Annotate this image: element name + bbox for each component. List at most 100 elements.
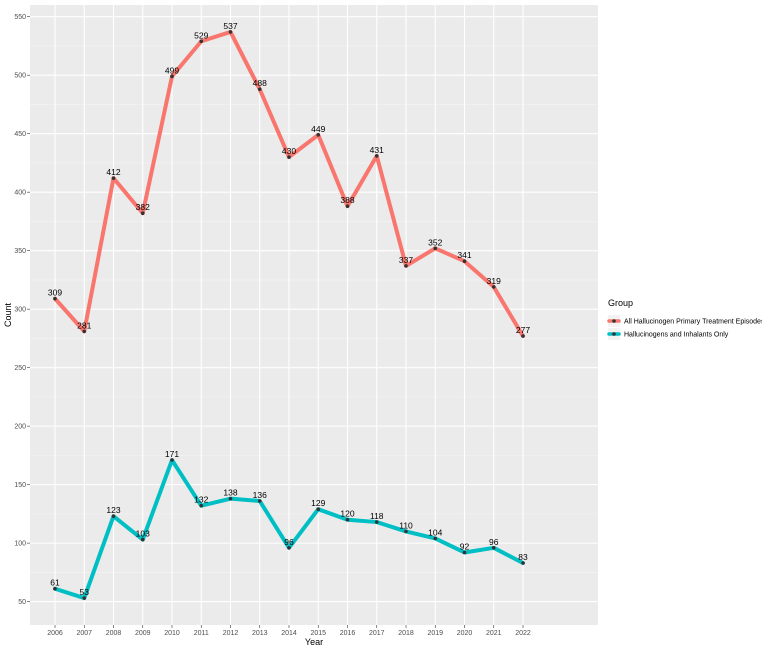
data-point [140, 211, 145, 216]
data-point [287, 545, 291, 550]
data-point [111, 176, 116, 180]
x-tick-label: 2021 [486, 630, 502, 637]
data-label: 537 [223, 21, 237, 31]
data-label: 449 [311, 124, 325, 134]
data-label: 382 [136, 202, 150, 212]
x-tick-label: 2020 [457, 630, 473, 637]
x-tick-label: 2006 [47, 630, 63, 637]
data-point [82, 596, 87, 600]
data-point [257, 499, 262, 503]
data-label: 118 [370, 511, 384, 521]
data-label: 136 [253, 490, 267, 500]
gridlines [30, 5, 598, 625]
x-tick-label: 2014 [281, 630, 297, 637]
y-tick-label: 250 [14, 365, 26, 372]
data-label: 61 [50, 578, 60, 588]
data-point [82, 329, 87, 334]
y-tick-label: 100 [14, 541, 26, 548]
y-tick-label: 300 [14, 307, 26, 314]
data-label: 319 [487, 276, 501, 286]
x-axis-title: Year [305, 637, 323, 647]
legend: Group All Hallucinogen Primary Treatment… [607, 298, 762, 340]
data-point [140, 537, 145, 542]
data-label: 53 [80, 587, 90, 597]
data-label: 96 [489, 537, 499, 547]
data-point [316, 133, 321, 137]
data-label: 120 [340, 509, 354, 519]
y-axis-title: Count [3, 303, 13, 328]
data-label: 171 [165, 449, 179, 459]
data-label: 337 [399, 255, 413, 265]
data-labels: 309 281 412 382 499 529 537 488 430 449 388 431 337 3… [48, 21, 530, 597]
data-label: 309 [48, 288, 62, 298]
data-point [345, 204, 350, 209]
data-point [433, 536, 438, 541]
x-tick-label: 2017 [369, 630, 385, 637]
data-label: 412 [106, 167, 120, 177]
y-tick-label: 150 [14, 482, 26, 489]
y-tick-label: 500 [14, 73, 26, 80]
panel-background [30, 5, 598, 625]
data-point [404, 529, 408, 534]
data-point [53, 296, 57, 301]
data-label: 103 [136, 529, 150, 539]
data-label: 83 [518, 552, 528, 562]
data-points [53, 30, 525, 600]
data-label: 129 [311, 498, 325, 508]
data-label: 341 [457, 250, 471, 260]
data-point [170, 74, 174, 79]
data-point [111, 514, 116, 519]
x-tick-label: 2015 [310, 630, 326, 637]
data-label: 123 [106, 505, 120, 515]
x-tick-label: 2013 [252, 630, 268, 637]
y-tick-label: 550 [14, 14, 26, 21]
data-point [199, 39, 204, 44]
data-label: 352 [428, 237, 442, 247]
data-label: 138 [223, 488, 237, 498]
data-label: 110 [399, 520, 413, 530]
data-point [462, 550, 467, 555]
y-tick-label: 450 [14, 131, 26, 138]
y-tick-label: 200 [14, 424, 26, 431]
legend-key-point [612, 319, 616, 323]
x-tick-label: 2012 [223, 630, 239, 637]
legend-title: Group [608, 298, 633, 308]
data-point [521, 334, 525, 338]
data-point [228, 30, 233, 34]
data-point [404, 264, 408, 268]
x-tick-label: 2011 [194, 630, 209, 637]
data-point [374, 154, 379, 158]
data-label: 488 [253, 78, 267, 88]
x-tick-label: 2008 [106, 630, 122, 637]
data-point [491, 545, 496, 550]
data-label: 431 [370, 145, 384, 155]
data-label: 388 [340, 195, 354, 205]
x-tick-label: 2016 [340, 630, 356, 637]
y-tick-label: 400 [14, 190, 26, 197]
data-point [433, 246, 438, 251]
data-point [345, 517, 350, 522]
x-tick-label: 2009 [135, 630, 151, 637]
data-label: 281 [77, 320, 91, 330]
x-tick-label: 2019 [427, 630, 443, 637]
data-point [374, 520, 379, 524]
legend-label: All Hallucinogen Primary Treatment Episo… [624, 319, 762, 326]
data-label: 132 [194, 495, 208, 505]
data-label: 104 [428, 527, 442, 537]
y-axis-ticks: 50 100 150 200 250 300 350 400 450 500 550 [14, 14, 30, 606]
data-point [521, 561, 525, 565]
x-tick-label: 2018 [398, 630, 414, 637]
data-label: 430 [282, 146, 296, 156]
y-tick-label: 50 [18, 599, 26, 606]
data-label: 529 [194, 30, 208, 40]
x-tick-label: 2022 [515, 630, 531, 637]
data-point [170, 458, 174, 462]
data-point [257, 87, 262, 92]
data-label: 499 [165, 65, 179, 75]
data-point [491, 285, 496, 289]
data-point [316, 507, 321, 511]
data-label: 277 [516, 325, 530, 335]
data-label: 96 [284, 537, 294, 547]
y-tick-label: 350 [14, 248, 26, 255]
